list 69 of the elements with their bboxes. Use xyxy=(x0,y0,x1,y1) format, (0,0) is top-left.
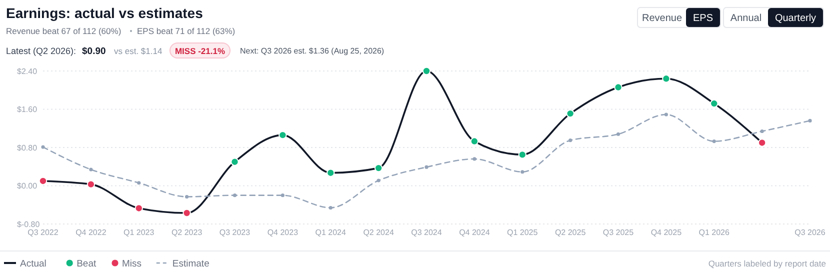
text: EPS beat 71 of 112 (63%) xyxy=(137,26,236,36)
chart-title: Earnings: actual vs estimates xyxy=(6,5,204,21)
y-tick-label: $2.40 xyxy=(17,66,38,76)
text: Revenue xyxy=(642,13,682,24)
point xyxy=(808,118,812,123)
y-tick-label: $1.60 xyxy=(17,105,38,114)
x-tick-label: Q2 2023 xyxy=(171,228,203,237)
point xyxy=(137,181,141,185)
text: vs est. $1.14 xyxy=(114,46,162,56)
point xyxy=(422,66,431,76)
point xyxy=(185,194,189,199)
x-tick-label: Q1 2025 xyxy=(507,228,538,237)
point xyxy=(89,168,93,172)
x-tick-label: Q2 2025 xyxy=(554,228,586,237)
x-tick-label: Q3 2026 xyxy=(794,228,826,237)
point xyxy=(566,109,574,118)
x-tick-label: Q4 2025 xyxy=(650,228,682,237)
legend-label: Actual xyxy=(20,258,46,270)
point xyxy=(38,176,48,186)
x-tick-label: Q2 2024 xyxy=(363,228,394,237)
point xyxy=(86,180,96,188)
text: Annual xyxy=(730,13,762,24)
text: EPS xyxy=(692,13,714,24)
x-tick-label: Q3 2023 xyxy=(219,228,251,237)
point xyxy=(568,138,572,142)
point xyxy=(328,206,332,210)
point xyxy=(616,132,620,136)
point xyxy=(662,74,670,83)
x-tick-label: Q4 2022 xyxy=(76,228,107,237)
point xyxy=(614,83,622,92)
x-tick-label: Q1 2026 xyxy=(698,228,730,237)
point xyxy=(710,99,718,108)
x-tick-label: Q1 2024 xyxy=(315,228,347,237)
point xyxy=(182,208,191,218)
point xyxy=(520,170,524,174)
text: Revenue beat 67 of 112 (60%) xyxy=(6,26,122,36)
point xyxy=(518,150,526,159)
text: Next: Q3 2026 est. $1.36 (Aug 25, 2026) xyxy=(240,46,384,56)
text: Quarters labeled by report date xyxy=(708,258,826,268)
y-tick-label: $0.00 xyxy=(17,182,38,191)
point xyxy=(664,112,668,116)
x-tick-label: Q3 2022 xyxy=(28,228,59,237)
point xyxy=(232,194,237,198)
point xyxy=(41,145,45,149)
point xyxy=(712,139,716,144)
point xyxy=(472,157,476,161)
point xyxy=(424,165,428,169)
x-tick-label: Q1 2023 xyxy=(124,228,155,237)
y-tick-label: $0.80 xyxy=(17,143,38,152)
point xyxy=(134,204,143,212)
x-tick-label: Q3 2024 xyxy=(411,228,442,237)
text: MISS -21.1% xyxy=(174,46,226,56)
point xyxy=(758,138,766,147)
point xyxy=(760,129,764,134)
point xyxy=(326,168,335,177)
text: Quarterly xyxy=(774,13,816,24)
point xyxy=(470,137,479,146)
text: Latest (Q2 2026): xyxy=(6,46,76,56)
point xyxy=(376,178,380,182)
x-tick-label: Q4 2024 xyxy=(459,228,490,237)
legend-label: Miss xyxy=(122,258,142,270)
x-tick-label: Q3 2025 xyxy=(602,228,634,237)
legend-label: Estimate xyxy=(172,258,210,270)
point xyxy=(230,158,239,166)
x-tick-label: Q4 2023 xyxy=(267,228,299,237)
y-tick-label: $-0.80 xyxy=(17,220,40,229)
legend-label: Beat xyxy=(76,258,97,270)
text: $0.90 xyxy=(82,46,106,57)
point xyxy=(280,194,284,198)
